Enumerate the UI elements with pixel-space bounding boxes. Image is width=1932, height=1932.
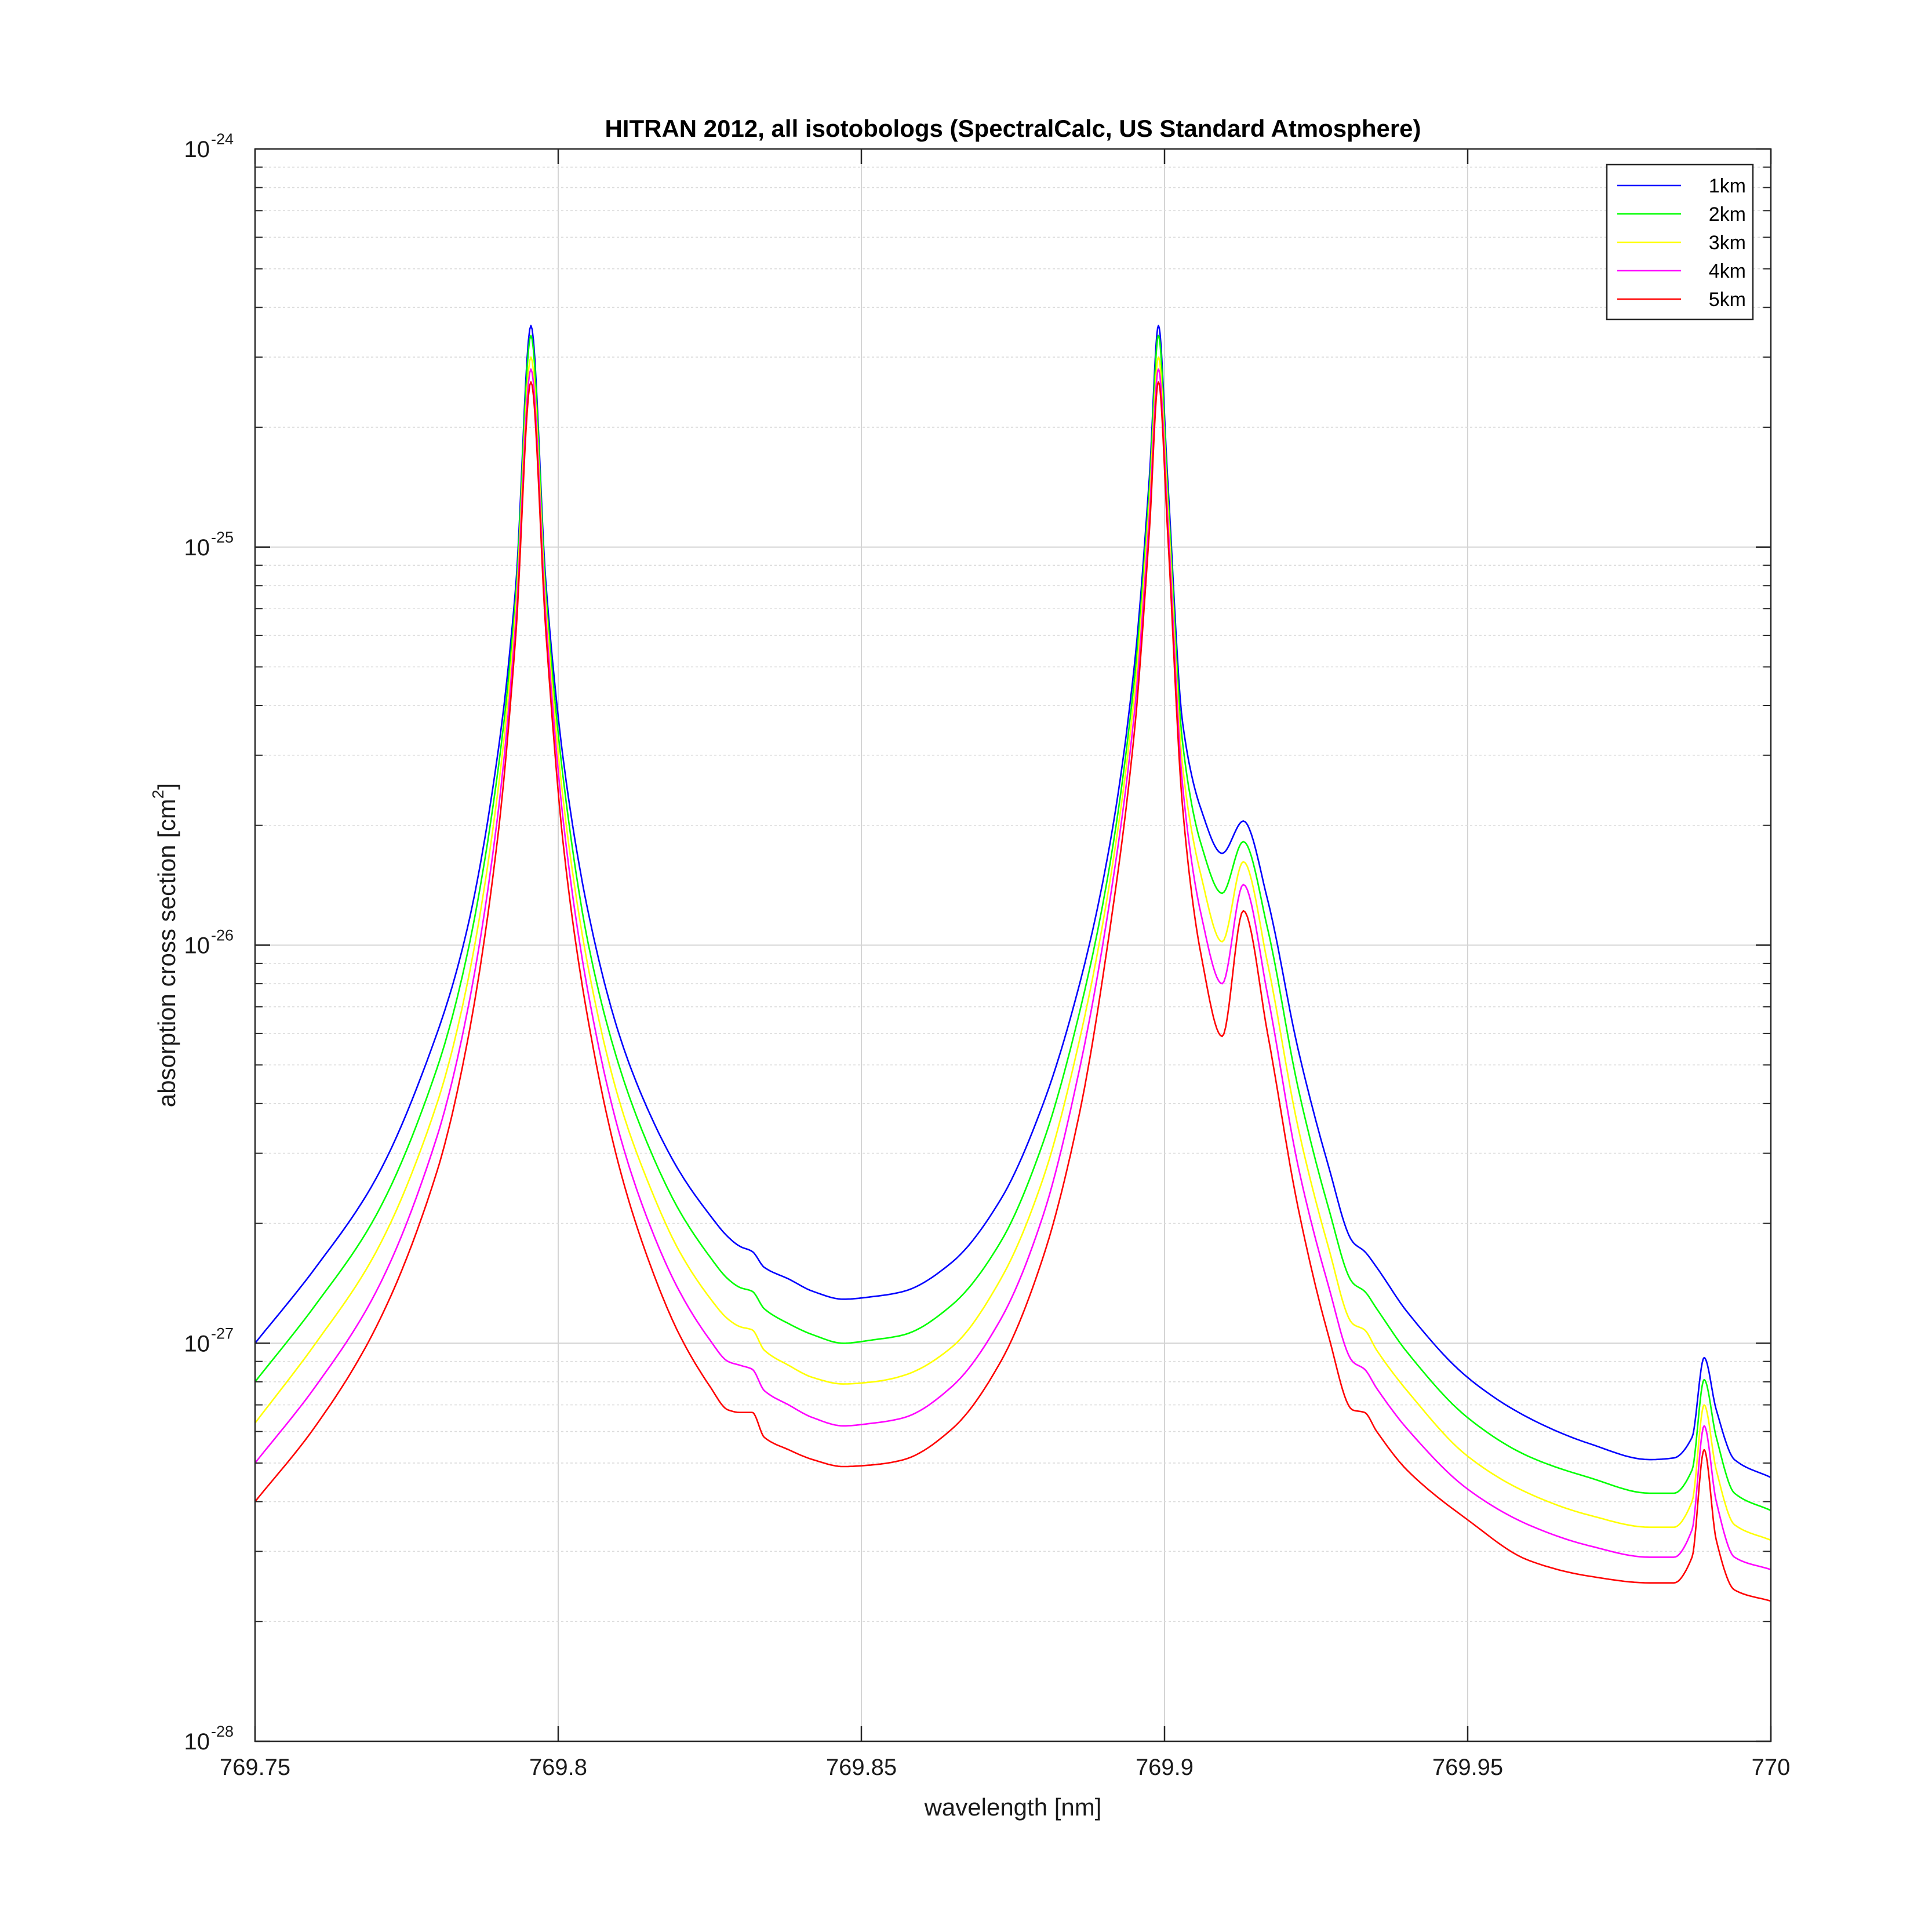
y-tick-label: 10 -26	[184, 927, 234, 959]
y-tick-label-base: 10	[184, 1729, 210, 1755]
legend: 1km 2km 3km 4km 5km	[1606, 163, 1754, 321]
y-tick-label-exponent: -28	[211, 1723, 234, 1740]
y-axis-title-end: ]	[153, 783, 180, 790]
ticks	[254, 148, 1772, 1742]
legend-label-5km: 5km	[1709, 289, 1746, 311]
series-layer	[254, 325, 1771, 1602]
legend-label-1km: 1km	[1709, 175, 1746, 197]
y-tick-label-base: 10	[184, 535, 210, 561]
series-line-5km	[254, 381, 1771, 1602]
y-tick-label-base: 10	[184, 137, 210, 162]
legend-label-4km: 4km	[1709, 260, 1746, 282]
y-tick-label-exponent: -27	[211, 1325, 234, 1342]
chart-title: HITRAN 2012, all isotobologs (SpectralCa…	[605, 115, 1421, 142]
y-tick-label: 10 -25	[184, 529, 234, 561]
legend-label-2km: 2km	[1709, 203, 1746, 225]
y-tick-label: 10 -24	[184, 130, 234, 162]
series-line-4km	[254, 368, 1771, 1571]
series-line-2km	[254, 334, 1771, 1511]
y-tick-label-exponent: -26	[211, 927, 234, 944]
y-tick-label-exponent: -25	[211, 529, 234, 546]
x-tick-label: 769.85	[826, 1755, 897, 1780]
y-tick-label-base: 10	[184, 933, 210, 959]
x-tick-label: 769.8	[529, 1755, 587, 1780]
x-tick-label: 769.75	[220, 1755, 290, 1780]
x-tick-label: 769.9	[1136, 1755, 1194, 1780]
y-tick-label-base: 10	[184, 1331, 210, 1356]
series-line-1km	[254, 325, 1771, 1479]
y-axis-title-sup: 2	[149, 789, 167, 799]
y-tick-label: 10 -27	[184, 1325, 234, 1356]
series-line-3km	[254, 356, 1771, 1541]
x-tick-label: 770	[1752, 1755, 1791, 1780]
x-tick-labels: 769.75 769.8 769.85 769.9 769.95 770	[220, 1755, 1791, 1780]
y-axis-title-main: absorption cross section [cm	[153, 799, 180, 1107]
x-tick-label: 769.95	[1432, 1755, 1503, 1780]
x-axis-title: wavelength [nm]	[924, 1793, 1102, 1821]
legend-label-3km: 3km	[1709, 232, 1746, 254]
y-axis-title: absorption cross section [cm2]	[149, 783, 180, 1107]
y-tick-label: 10 -28	[184, 1723, 234, 1755]
y-tick-label-exponent: -24	[211, 130, 234, 148]
